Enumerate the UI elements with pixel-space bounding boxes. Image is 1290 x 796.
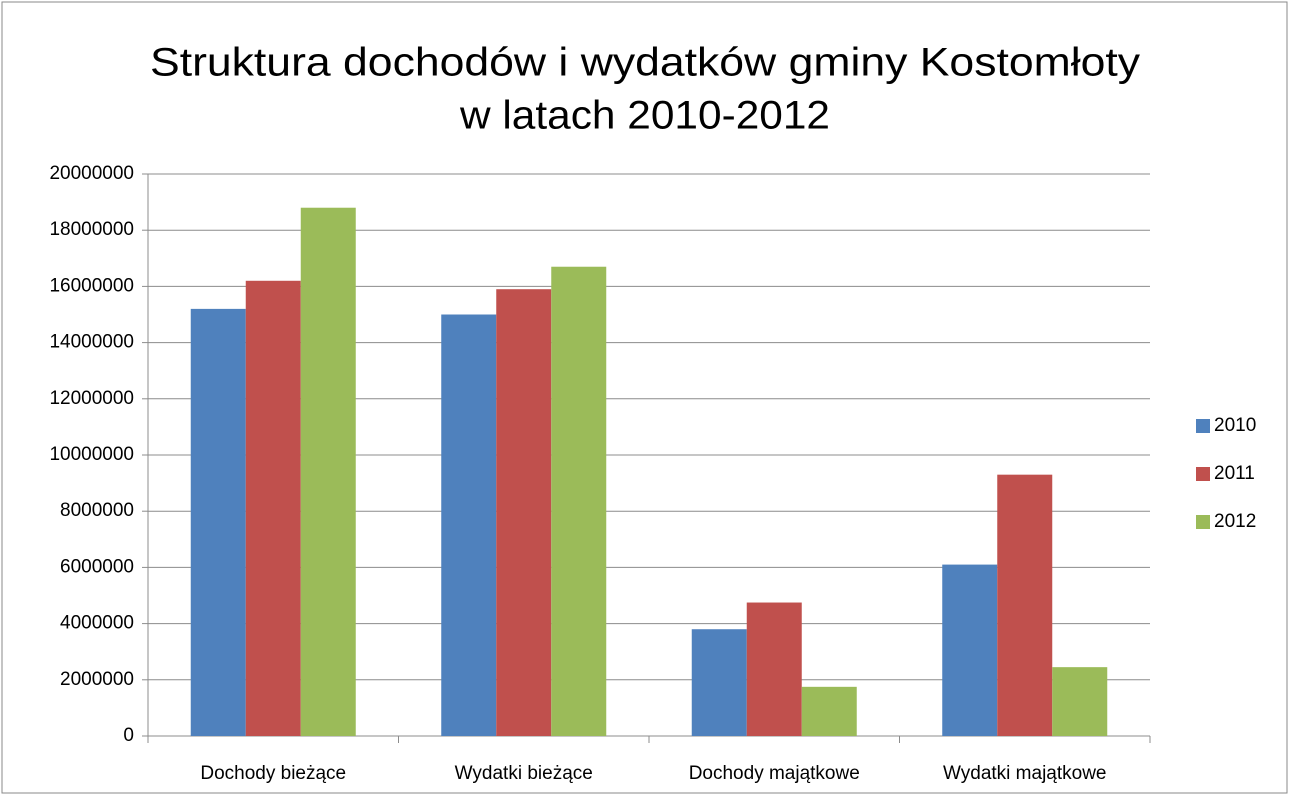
y-tick-label: 10000000	[49, 444, 134, 465]
y-tick-label: 16000000	[49, 275, 134, 296]
x-tick-label: Wydatki majątkowe	[943, 763, 1107, 784]
y-tick-label: 18000000	[49, 219, 134, 240]
bar	[441, 314, 497, 736]
bar	[997, 474, 1053, 736]
legend-label: 2011	[1214, 463, 1255, 484]
legend-label: 2012	[1214, 511, 1256, 532]
bar	[496, 289, 552, 736]
legend-swatch	[1196, 419, 1210, 433]
y-tick-label: 14000000	[49, 332, 134, 353]
bar	[300, 207, 356, 737]
legend-label: 2010	[1214, 415, 1256, 436]
bar	[691, 629, 747, 736]
bar	[746, 602, 802, 736]
y-tick-label: 6000000	[60, 556, 134, 577]
y-tick-label: 20000000	[49, 163, 134, 184]
bar	[1052, 667, 1108, 736]
y-tick-label: 12000000	[49, 388, 134, 409]
y-tick-label: 8000000	[60, 500, 134, 521]
y-tick-label: 4000000	[60, 613, 134, 634]
legend-swatch	[1196, 467, 1210, 481]
bar	[245, 280, 301, 736]
bar	[942, 564, 998, 736]
chart-title: w latach 2010-2012	[459, 94, 830, 138]
legend-swatch	[1196, 515, 1210, 529]
bar	[551, 266, 607, 736]
x-tick-label: Wydatki bieżące	[455, 763, 593, 784]
x-tick-label: Dochody bieżące	[200, 763, 346, 784]
y-tick-label: 2000000	[60, 669, 134, 690]
y-tick-label: 0	[123, 725, 134, 746]
bar	[801, 686, 857, 736]
chart-title: Struktura dochodów i wydatków gminy Kost…	[150, 41, 1140, 85]
bar	[190, 308, 246, 736]
x-tick-label: Dochody majątkowe	[689, 763, 860, 784]
